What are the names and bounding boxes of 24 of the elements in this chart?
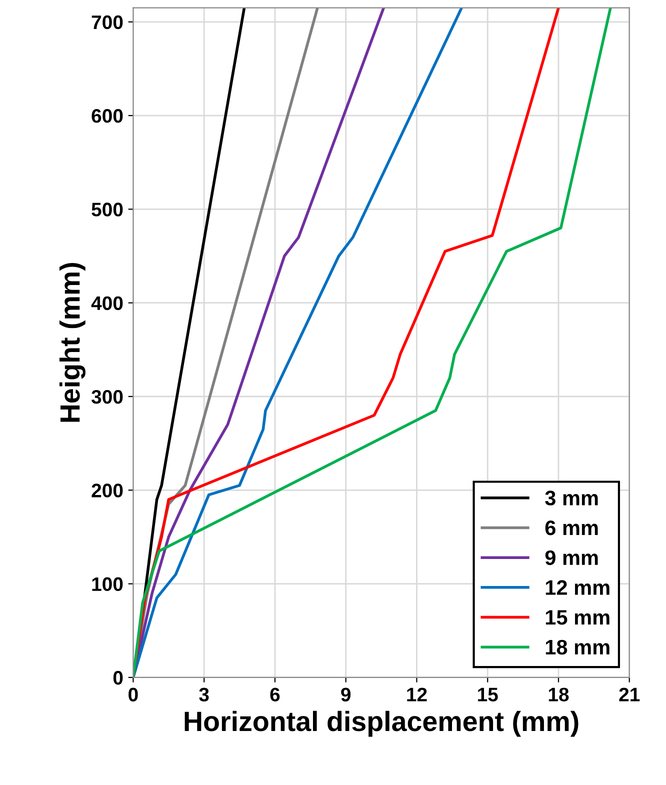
x-tick-label: 18 bbox=[548, 688, 569, 702]
x-tick-label: 3 bbox=[199, 688, 209, 702]
y-tick-label: 700 bbox=[92, 15, 123, 30]
legend-label: 15 mm bbox=[546, 610, 610, 625]
y-tick-label: 600 bbox=[92, 109, 123, 123]
y-tick-label: 300 bbox=[91, 390, 123, 404]
y-tick-label: 500 bbox=[92, 202, 123, 216]
y-tick-label: 100 bbox=[92, 577, 123, 592]
x-tick-label: 12 bbox=[407, 688, 427, 702]
legend-label: 3 mm bbox=[545, 490, 598, 506]
y-tick-label: 400 bbox=[91, 296, 123, 310]
legend-label: 6 mm bbox=[545, 520, 598, 536]
legend-label: 9 mm bbox=[545, 550, 598, 566]
x-tick-label: 0 bbox=[128, 688, 138, 702]
x-tick-label: 6 bbox=[270, 688, 280, 702]
legend-label: 12 mm bbox=[546, 580, 610, 595]
x-tick-label: 9 bbox=[341, 688, 351, 702]
legend-label: 18 mm bbox=[546, 640, 610, 655]
y-tick-label: 200 bbox=[92, 484, 123, 498]
y-tick-label: 0 bbox=[113, 670, 123, 685]
y-axis-title: Height (mm) bbox=[59, 263, 86, 422]
x-tick-label: 21 bbox=[619, 688, 640, 702]
x-axis-title: Horizontal displacement (mm) bbox=[184, 710, 578, 737]
x-tick-label: 15 bbox=[478, 688, 498, 702]
